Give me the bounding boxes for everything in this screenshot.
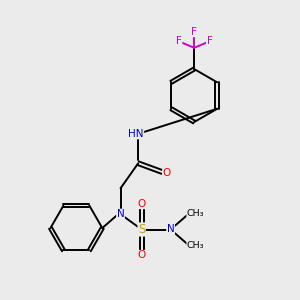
Text: S: S (138, 223, 146, 236)
Text: O: O (138, 199, 146, 208)
Text: O: O (138, 250, 146, 260)
Text: N: N (167, 224, 175, 235)
Text: F: F (206, 36, 212, 46)
Text: F: F (176, 36, 182, 46)
Text: CH₃: CH₃ (187, 208, 204, 217)
Text: CH₃: CH₃ (187, 242, 204, 250)
Text: F: F (191, 27, 197, 37)
Text: HN: HN (128, 129, 144, 139)
Text: N: N (117, 209, 124, 219)
Text: O: O (163, 168, 171, 178)
